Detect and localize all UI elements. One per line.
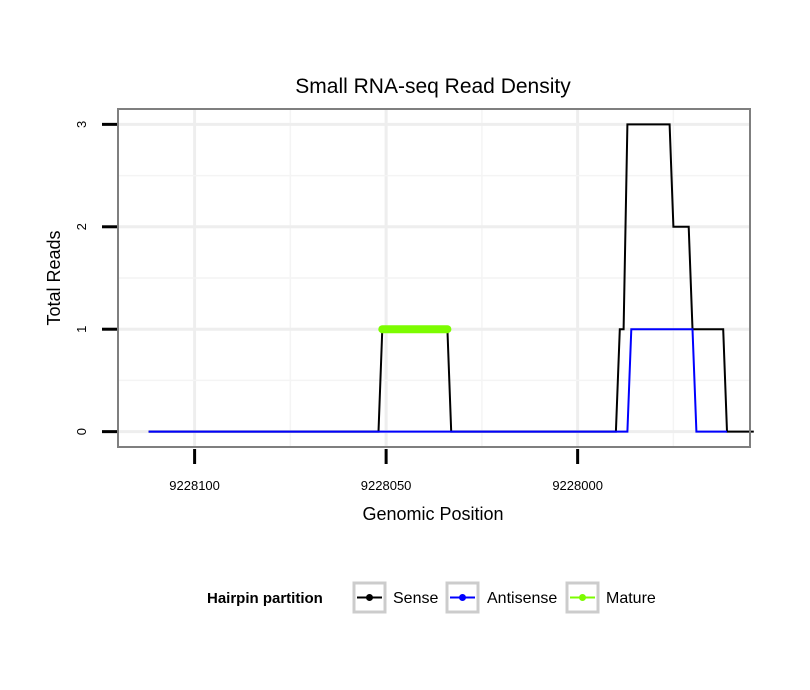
legend-key-point bbox=[579, 594, 586, 601]
x-axis-label: Genomic Position bbox=[362, 504, 503, 524]
y-tick-label: 2 bbox=[74, 223, 89, 230]
legend-label: Sense bbox=[393, 590, 438, 607]
x-tick-label: 9228100 bbox=[169, 478, 220, 493]
legend-key-point bbox=[459, 594, 466, 601]
legend-entry-antisense: Antisense bbox=[445, 581, 557, 614]
axis-layer: 9228100 9228050 9228000 0 1 2 3 bbox=[74, 121, 603, 493]
y-tick-label: 3 bbox=[74, 121, 89, 128]
legend-label: Mature bbox=[606, 590, 656, 607]
x-tick-label: 9228050 bbox=[361, 478, 412, 493]
chart-title: Small RNA-seq Read Density bbox=[295, 75, 571, 98]
legend-entry-sense: Sense bbox=[352, 581, 438, 614]
plot-panel-border bbox=[117, 108, 751, 448]
y-tick-label: 1 bbox=[74, 326, 89, 333]
legend-title: Hairpin partition bbox=[207, 590, 323, 607]
series-line-antisense bbox=[148, 328, 727, 433]
series-layer bbox=[148, 123, 754, 433]
legend-label: Antisense bbox=[487, 590, 557, 607]
y-axis-label: Total Reads bbox=[44, 230, 64, 325]
legend: Hairpin partition Sense Antisense Mature bbox=[207, 581, 656, 614]
legend-entries: Sense Antisense Mature bbox=[352, 581, 656, 614]
legend-key-point bbox=[366, 594, 373, 601]
x-tick-label: 9228000 bbox=[552, 478, 603, 493]
legend-entry-mature: Mature bbox=[565, 581, 656, 614]
y-tick-label: 0 bbox=[74, 428, 89, 435]
